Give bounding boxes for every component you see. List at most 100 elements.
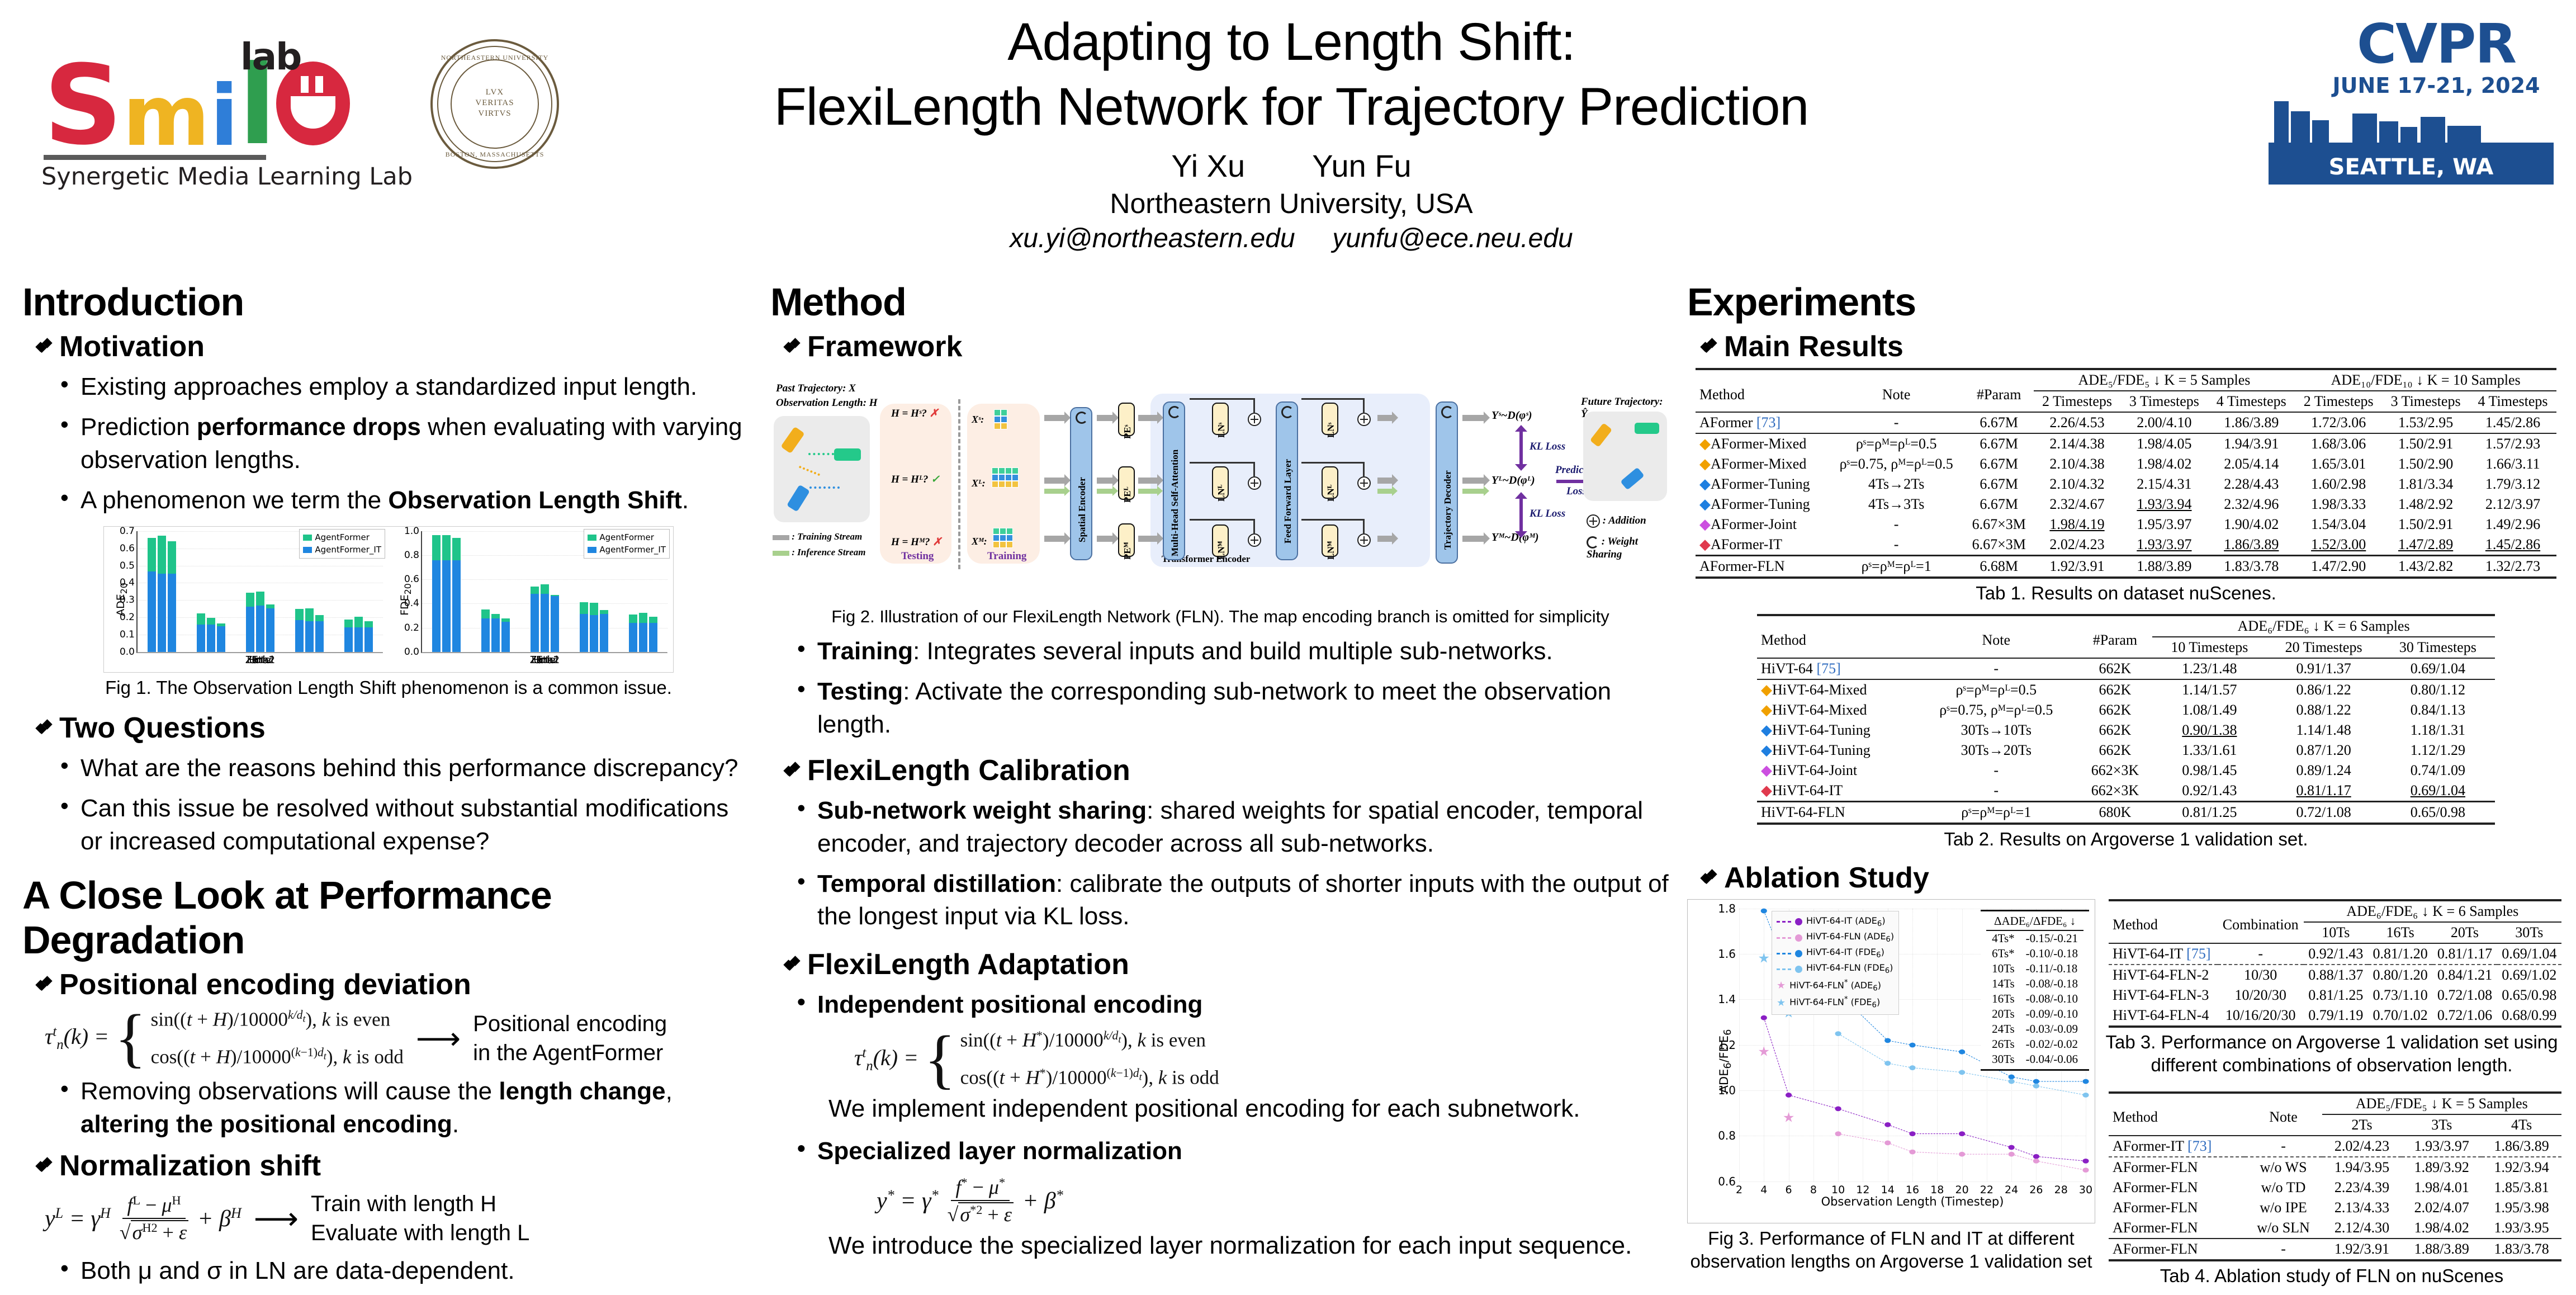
logo-letter-m: m (122, 68, 210, 165)
fig2-xl-label: Xᴸ: (972, 478, 986, 489)
fig2-ln-m-2: LNᴹ (1322, 524, 1338, 560)
poster-header: S m i l lab Synergetic Media Learning La… (0, 0, 2576, 263)
section-heading-introduction: Introduction (22, 280, 244, 324)
fig1-fde-legend: AgentFormer AgentFormer_IT (584, 528, 670, 559)
fig2-question-1: H = Hˢ? ✗ (891, 408, 939, 419)
car-green-icon (1635, 423, 1659, 434)
sln-note: We introduce the specialized layer norma… (828, 1231, 1632, 1259)
subsection-flexilength-calibration: FlexiLength Calibration (785, 754, 1670, 787)
calibration-bullet-list: Sub-network weight sharing: shared weigh… (793, 792, 1670, 934)
fig2-past-trajectory-label: Past Trajectory: X (776, 382, 856, 394)
fig2-observation-length-label: Observation Length: H (776, 397, 878, 409)
column-introduction: Introduction Motivation Existing approac… (22, 280, 755, 1295)
fig2-ln-l-1: LNᴸ (1212, 466, 1229, 502)
table-3-combinations: Method Combination ADE₆/FDE₆ ↓ K = 6 Sam… (2109, 899, 2561, 1029)
fig2-xm-label: Xᴹ: (972, 536, 987, 547)
fig1-ade-chart: ADE20 AgentFormer AgentFormer_IT 0.0 0.1… (104, 526, 389, 672)
column-method: Method Framework Past Trajectory: X Obse… (770, 280, 1670, 1260)
diamond-bullet-icon (37, 721, 51, 735)
addition-icon (1248, 413, 1261, 426)
list-item: What are the reasons behind this perform… (56, 750, 755, 785)
list-item: Testing: Activate the corresponding sub-… (793, 673, 1670, 741)
fig2-xs-tokens (994, 409, 1010, 429)
figure-2-framework-diagram: Past Trajectory: X Observation Length: H… (770, 368, 1670, 603)
table-row: AFormer-FLN ρˢ=ρᴹ=ρᴸ=1 6.68M 1.92/3.91 1.8… (1696, 555, 2556, 578)
fig1-ade-plot: 0.0 0.1 0.2 0.3 0.4 0.5 0.6 0.7 Eth (120, 526, 383, 666)
diamond-bullet-icon (37, 977, 51, 992)
author-list: Yi Xu Yun Fu (660, 148, 1923, 184)
table-3-caption: Tab 3. Performance on Argoverse 1 valida… (2105, 1031, 2558, 1075)
addition-icon (1357, 533, 1371, 547)
diamond-bullet-icon (37, 339, 51, 354)
pe-annotation: Positional encoding in the AgentFormer (473, 1011, 667, 1065)
fig2-xm-tokens (993, 528, 1016, 548)
fig1-fde-chart: FDE20 AgentFormer AgentFormer_IT 0.0 0.2… (389, 526, 673, 672)
fig1-bar-group: Univ (245, 531, 274, 666)
subsection-framework-label: Framework (807, 330, 963, 363)
formula-specialized-layer-norm: y* = γ* f* − μ* √σ*2 + ε + β* (877, 1175, 1063, 1226)
logo-letter-i: i (210, 68, 239, 165)
diamond-bullet-icon (1702, 871, 1716, 885)
list-item: Both μ and σ in LN are data-dependent. (56, 1253, 755, 1288)
weight-sharing-icon (1076, 412, 1088, 424)
fig2-multi-head-self-attention: Multi-Head Self-Attention (1163, 401, 1185, 560)
table-row: AFormer-FLN w/o IPE 2.13/4.33 2.02/4.07 1.… (2113, 1199, 2549, 1216)
fig1-bar-group: Hotel (197, 531, 273, 666)
poster-title-line1: Adapting to Length Shift: (1007, 12, 1576, 72)
subsection-norm-label: Normalization shift (59, 1150, 321, 1183)
figure-3-block: ADE6/FDE6 HiVT-64-IT (ADE6) HiVT-64-FLN … (1687, 899, 2095, 1273)
title-block: Adapting to Length Shift: FlexiLength Ne… (660, 10, 1923, 254)
fig2-question-3: H = Hᴹ? ✗ (891, 536, 942, 548)
list-item: Prediction performance drops when evalua… (56, 409, 755, 477)
list-item: Can this issue be resolved without subst… (56, 790, 755, 858)
fig3-star-fln-ade-6ts: ★ (1782, 1110, 1795, 1126)
subsection-two-questions-label: Two Questions (59, 712, 266, 745)
fig2-xl-tokens (992, 467, 1023, 488)
pe-bullet-list: Removing observations will cause the len… (56, 1073, 755, 1141)
figure-1-caption: Fig 1. The Observation Length Shift phen… (105, 677, 672, 698)
table-row: AFormer-FLN - 1.92/3.91 1.88/3.89 1.83/3.7… (2109, 1238, 2561, 1260)
fig2-past-scene-box (774, 416, 870, 522)
table-row: ◆AFormer-IT -6.67×3M 2.02/4.23 1.93/3.97 … (1699, 536, 2541, 552)
table-row: ◆HiVT-64-Tuning 30Ts→10Ts 662K 0.90/1.38 1… (1761, 721, 2465, 738)
diamond-bullet-icon (785, 763, 799, 778)
ipe-case-odd: cos((t + H*)/10000(k−1)dt), k is odd (960, 1066, 1219, 1089)
table-row: HiVT-64-FLN-3 10/20/30 0.81/1.25 0.73/1.10… (2113, 986, 2557, 1003)
addition-icon (1248, 476, 1261, 490)
author-1: Yi Xu (1171, 148, 1246, 183)
formula-independent-positional-encoding: τtn(k) = { sin((t + H*)/10000k/dt), k is… (854, 1022, 1219, 1095)
fig2-ln-l-2: LNᴸ (1322, 466, 1338, 502)
cross-icon: ✗ (929, 408, 939, 419)
table-row: ◆HiVT-64-IT -662×3K 0.92/1.43 0.81/1.17 0… (1761, 782, 2465, 798)
fig1-bar-group: Eth (432, 531, 553, 666)
questions-list: What are the reasons behind this perform… (56, 750, 755, 858)
fig1-ade-legend: AgentFormer AgentFormer_IT (299, 528, 385, 559)
subsection-pe-label: Positional encoding deviation (59, 968, 471, 1001)
fig2-legend-training-stream: : Training Stream (773, 531, 862, 542)
list-item: A phenomenon we term the Observation Len… (56, 482, 755, 517)
subsection-motivation-label: Motivation (59, 330, 205, 363)
subsection-main-results-label: Main Results (1724, 330, 1903, 363)
kl-loss-arrow-icon (1515, 425, 1527, 471)
diamond-bullet-icon (1702, 339, 1716, 354)
fig3-star-fln-ade-4ts: ★ (1758, 1044, 1770, 1060)
list-item: Removing observations will cause the len… (56, 1073, 755, 1141)
section-heading-degradation: A Close Look at Performance Degradation (22, 873, 552, 962)
table-row: ◆AFormer-Tuning 4Ts→3Ts 6.67M 2.32/4.67 1.… (1699, 496, 2541, 512)
table-row: AFormer-FLN w/o TD 2.23/4.39 1.98/4.01 1.8… (2113, 1179, 2549, 1195)
kl-loss-arrow-icon (1515, 492, 1527, 538)
fig2-legend-weight-sharing: : Weight Sharing (1587, 536, 1639, 560)
table-row: AFormer-FLN w/o SLN 2.12/4.30 1.98/4.02 1.… (2113, 1219, 2549, 1236)
subsection-ablation-study: Ablation Study (1702, 861, 2565, 895)
figure-3-line-chart: ADE6/FDE6 HiVT-64-IT (ADE6) HiVT-64-FLN … (1687, 899, 2095, 1223)
weight-sharing-icon (1441, 406, 1453, 418)
diamond-bullet-icon (785, 339, 799, 354)
fig2-divider (958, 399, 960, 569)
email-2: yunfu@ece.neu.edu (1332, 223, 1573, 253)
table-1-caption: Tab 1. Results on dataset nuScenes. (1976, 583, 2276, 603)
fig2-legend-inference-stream: : Inference Stream (773, 547, 865, 558)
list-item: Training: Integrates several inputs and … (793, 633, 1670, 668)
logo-letter-s: S (44, 42, 123, 170)
table-row: ◆AFormer-Mixed ρˢ=0.75, ρᴹ=ρᴸ=0.5 6.67M 2… (1699, 456, 2540, 472)
